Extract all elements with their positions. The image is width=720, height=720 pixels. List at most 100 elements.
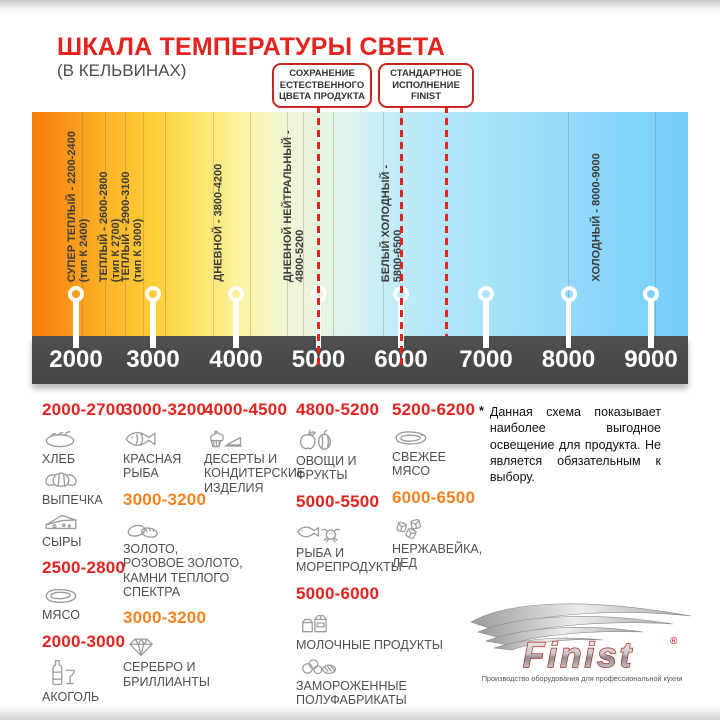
ice-icon xyxy=(392,514,430,542)
category-entry: АКОГОЛЬ xyxy=(42,658,99,705)
category-column-5: 5200-6200 СВЕЖЕЕ МЯСО 6000-6500 НЕРЖАВЕЙКА,… xyxy=(392,400,482,572)
kelvin-range-header: 2000-3000 xyxy=(42,631,126,651)
zone-separator-line xyxy=(213,112,214,336)
milk-icon xyxy=(296,610,332,638)
category-label: СЫРЫ xyxy=(42,534,82,549)
bread-icon xyxy=(42,426,78,452)
red-dashed-marker-line xyxy=(399,106,403,368)
zone-separator-line xyxy=(165,112,166,336)
scale-pin-stem xyxy=(73,300,79,348)
zone-separator-line xyxy=(143,112,144,336)
kelvin-range-header: 3000-3200 xyxy=(123,489,207,509)
tick-label-3000: 3000 xyxy=(126,346,180,373)
scale-pin-stem xyxy=(233,300,239,348)
kelvin-range-header: 5200-6200 xyxy=(392,400,476,419)
finist-logo: Finist ® Производство оборудования для п… xyxy=(465,588,700,693)
zone-separator-line xyxy=(250,112,251,336)
kelvin-range-header: 3000-3200 xyxy=(123,400,207,419)
tick-label-4000: 4000 xyxy=(209,346,263,373)
category-label: ВЫПЕЧКА xyxy=(42,493,103,508)
zone-separator-line xyxy=(383,112,384,336)
category-label: ХЛЕБ xyxy=(42,452,76,466)
page-top-shading xyxy=(0,0,720,14)
zone-label: ДНЕВНОЙ - 3800-4200 xyxy=(212,164,225,282)
page-title: ШКАЛА ТЕМПЕРАТУРЫ СВЕТА xyxy=(57,33,446,61)
dessert-icon xyxy=(204,426,246,452)
category-column-3: 4000-4500 ДЕСЕРТЫ И КОНДИТЕРСКИЕ ИЗДЕЛИЯ xyxy=(204,400,305,496)
zone-separator-line xyxy=(303,112,304,336)
registered-mark: ® xyxy=(670,636,678,647)
category-label: МОЛОЧНЫЕ ПРОДУКТЫ xyxy=(296,637,443,652)
croissant-icon xyxy=(42,467,80,493)
seafood-icon xyxy=(296,518,340,546)
category-label: СЕРЕБРО И БРИЛЛИАНТЫ xyxy=(123,660,210,689)
footnote-text: Данная схема показывает наиболее выгодно… xyxy=(489,405,661,484)
category-label: КРАСНАЯ РЫБА xyxy=(123,452,182,481)
category-label: РЫБА И МОРЕПРОДУКТЫ xyxy=(296,545,402,575)
category-entry: НЕРЖАВЕЙКА, ЛЕД xyxy=(392,514,482,572)
scale-pin-stem xyxy=(150,300,156,348)
category-label: ЗОЛОТО, РОЗОВОЕ ЗОЛОТО, КАМНИ ТЕПЛОГО СП… xyxy=(123,541,243,599)
category-entry: МЯСО xyxy=(42,584,80,623)
category-entry: ВЫПЕЧКА xyxy=(42,467,103,508)
finist-wordmark: Finist xyxy=(523,636,634,675)
page-subtitle: (В КЕЛЬВИНАХ) xyxy=(57,61,187,80)
alcohol-icon xyxy=(42,658,78,690)
zone-separator-line xyxy=(125,112,126,336)
kelvin-range-header: 3000-3200 xyxy=(123,608,207,628)
category-label: ОВОЩИ И ФРУКТЫ xyxy=(296,454,357,483)
rings-icon xyxy=(123,516,161,542)
zone-separator-line xyxy=(333,112,334,336)
zone-separator-line xyxy=(82,112,83,336)
cheese-icon xyxy=(42,509,80,535)
page-bottom-shading xyxy=(0,704,720,720)
tick-label-8000: 8000 xyxy=(541,346,596,373)
kelvin-range-header: 6000-6500 xyxy=(392,487,476,507)
category-entry: МОЛОЧНЫЕ ПРОДУКТЫ xyxy=(296,610,443,653)
wing-icon xyxy=(470,603,692,651)
tick-label-7000: 7000 xyxy=(459,346,513,373)
logo-tagline: Производство оборудования для профессион… xyxy=(482,674,683,683)
category-column-2: 3000-3200 КРАСНАЯ РЫБА 3000-3200 ЗОЛОТО, РО… xyxy=(123,400,243,690)
kelvin-range-header: 5000-6000 xyxy=(296,583,380,603)
scale-pin-stem xyxy=(565,300,572,348)
callout-natural-color: СОХРАНЕНИЕ ЕСТЕСТВЕННОГО ЦВЕТА ПРОДУКТА xyxy=(272,63,372,108)
zone-separator-line xyxy=(655,112,656,336)
zone-separator-line xyxy=(105,112,106,336)
category-entry: КРАСНАЯ РЫБА xyxy=(123,426,181,482)
scale-bar xyxy=(32,336,688,384)
category-entry: СЫРЫ xyxy=(42,509,82,550)
category-label: МЯСО xyxy=(42,608,80,623)
category-column-1: 2000-2700 ХЛЕБ ВЫПЕЧКА СЫРЫ 2500-2800 МЯСО 200… xyxy=(42,400,125,705)
category-entry: ДЕСЕРТЫ И КОНДИТЕРСКИЕ ИЗДЕЛИЯ xyxy=(204,426,305,496)
category-entry: ОВОЩИ И ФРУКТЫ xyxy=(296,426,357,484)
meat-icon xyxy=(42,584,80,608)
fish-icon xyxy=(123,426,161,452)
category-label: СВЕЖЕЕ МЯСО xyxy=(392,450,446,479)
zone-label: ХОЛОДНЫЙ - 8000-9000 xyxy=(590,153,603,282)
zone-separator-line xyxy=(568,112,569,336)
category-column-4: 4800-5200 ОВОЩИ И ФРУКТЫ 5000-5500 РЫБА И М… xyxy=(296,400,443,709)
fruits-icon xyxy=(296,426,334,454)
scale-pin-stem xyxy=(648,300,654,348)
category-entry: РЫБА И МОРЕПРОДУКТЫ xyxy=(296,518,402,576)
finist-logo-graphic: Finist ® Производство оборудования для п… xyxy=(470,603,692,683)
kelvin-range-header: 4800-5200 xyxy=(296,400,380,419)
tick-label-9000: 9000 xyxy=(624,346,678,373)
footnote: * Данная схема показывает наиболее выгод… xyxy=(479,404,661,485)
footnote-asterisk: * xyxy=(479,404,484,418)
zone-label: ТЕПЛЫЙ - 2600-2800 (тип К 2700) xyxy=(97,171,122,282)
tick-label-2000: 2000 xyxy=(49,346,103,373)
red-dashed-marker-line xyxy=(317,106,320,368)
category-label: ЗАМОРОЖЕННЫЕ ПОЛУФАБРИКАТЫ xyxy=(296,678,407,708)
kelvin-range-header: 2500-2800 xyxy=(42,558,126,578)
category-entry: СЕРЕБРО И БРИЛЛИАНТЫ xyxy=(123,634,210,690)
zone-label: ТЕПЛЫЙ - 2900-3100 (тип К 3000) xyxy=(119,171,144,282)
diamond-icon xyxy=(123,634,159,660)
kelvin-gradient-band: СУПЕР ТЕПЛЫЙ - 2200-2400 (тип К 2400) ТЕП… xyxy=(32,112,688,336)
callout-standard-finist: СТАНДАРТНОЕ ИСПОЛНЕНИЕ FINIST xyxy=(378,63,474,108)
category-label: НЕРЖАВЕЙКА, ЛЕД xyxy=(392,541,483,571)
kelvin-range-header: 4000-4500 xyxy=(204,400,288,419)
zone-separator-line xyxy=(287,112,288,336)
scale-pin-stem xyxy=(483,300,489,348)
